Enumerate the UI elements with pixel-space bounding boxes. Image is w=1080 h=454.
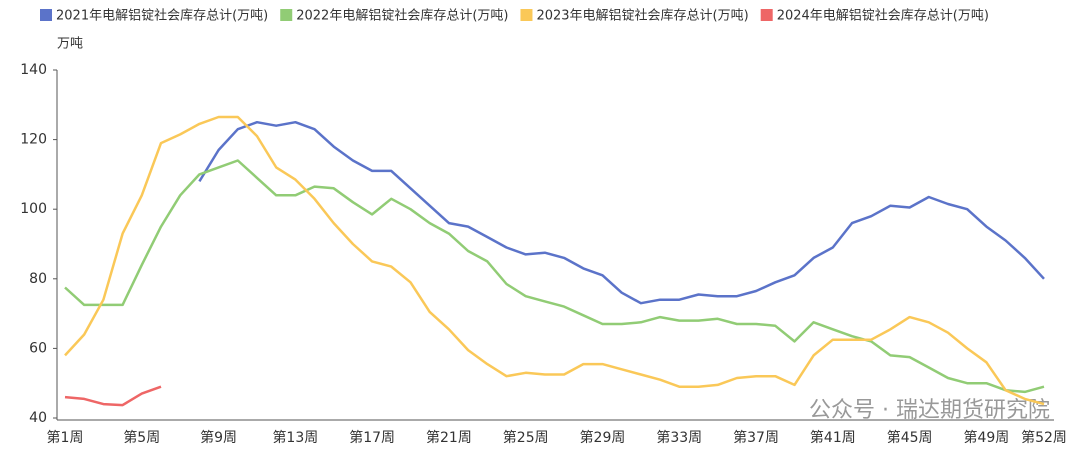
- x-tick-label: 第13周: [272, 429, 318, 446]
- x-tick-label: 第49周: [963, 429, 1009, 446]
- x-tick-label: 第9周: [200, 429, 237, 446]
- series-line: [64, 159, 1045, 394]
- y-tick-label: 40: [29, 410, 47, 426]
- x-tick-label: 第33周: [656, 429, 702, 446]
- legend-label: 2021年电解铝锭社会库存总计(万吨): [56, 8, 268, 24]
- x-tick-label: 第41周: [810, 429, 856, 446]
- series-line: [64, 115, 1045, 406]
- x-tick-label: 第37周: [733, 429, 779, 446]
- y-unit: 万吨: [57, 37, 83, 52]
- x-tick-label: 第29周: [580, 429, 626, 446]
- y-tick-label: 120: [20, 132, 47, 148]
- y-tick-label: 60: [29, 340, 47, 356]
- series-line: [198, 120, 1045, 305]
- legend-label: 2024年电解铝锭社会库存总计(万吨): [777, 8, 989, 24]
- y-tick-label: 80: [29, 271, 47, 287]
- x-tick-label: 第1周: [47, 429, 84, 446]
- legend-label: 2022年电解铝锭社会库存总计(万吨): [296, 8, 508, 24]
- x-tick-label: 第21周: [426, 429, 472, 446]
- y-tick-label: 100: [20, 201, 47, 217]
- x-tick-label: 第25周: [503, 429, 549, 446]
- x-tick-label: 第17周: [349, 429, 395, 446]
- legend-label: 2023年电解铝锭社会库存总计(万吨): [536, 8, 748, 24]
- series-line: [64, 385, 162, 407]
- y-tick-label: 140: [20, 62, 47, 78]
- x-tick-label: 第45周: [887, 429, 933, 446]
- legend-swatch: [760, 9, 773, 21]
- legend-swatch: [40, 9, 52, 21]
- x-tick-label: 第5周: [123, 429, 160, 446]
- x-tick-label: 第52周: [1021, 429, 1067, 446]
- legend-swatch: [280, 9, 293, 21]
- legend-swatch: [520, 9, 533, 21]
- watermark: 公众号 · 瑞达期货研究院: [809, 398, 1050, 423]
